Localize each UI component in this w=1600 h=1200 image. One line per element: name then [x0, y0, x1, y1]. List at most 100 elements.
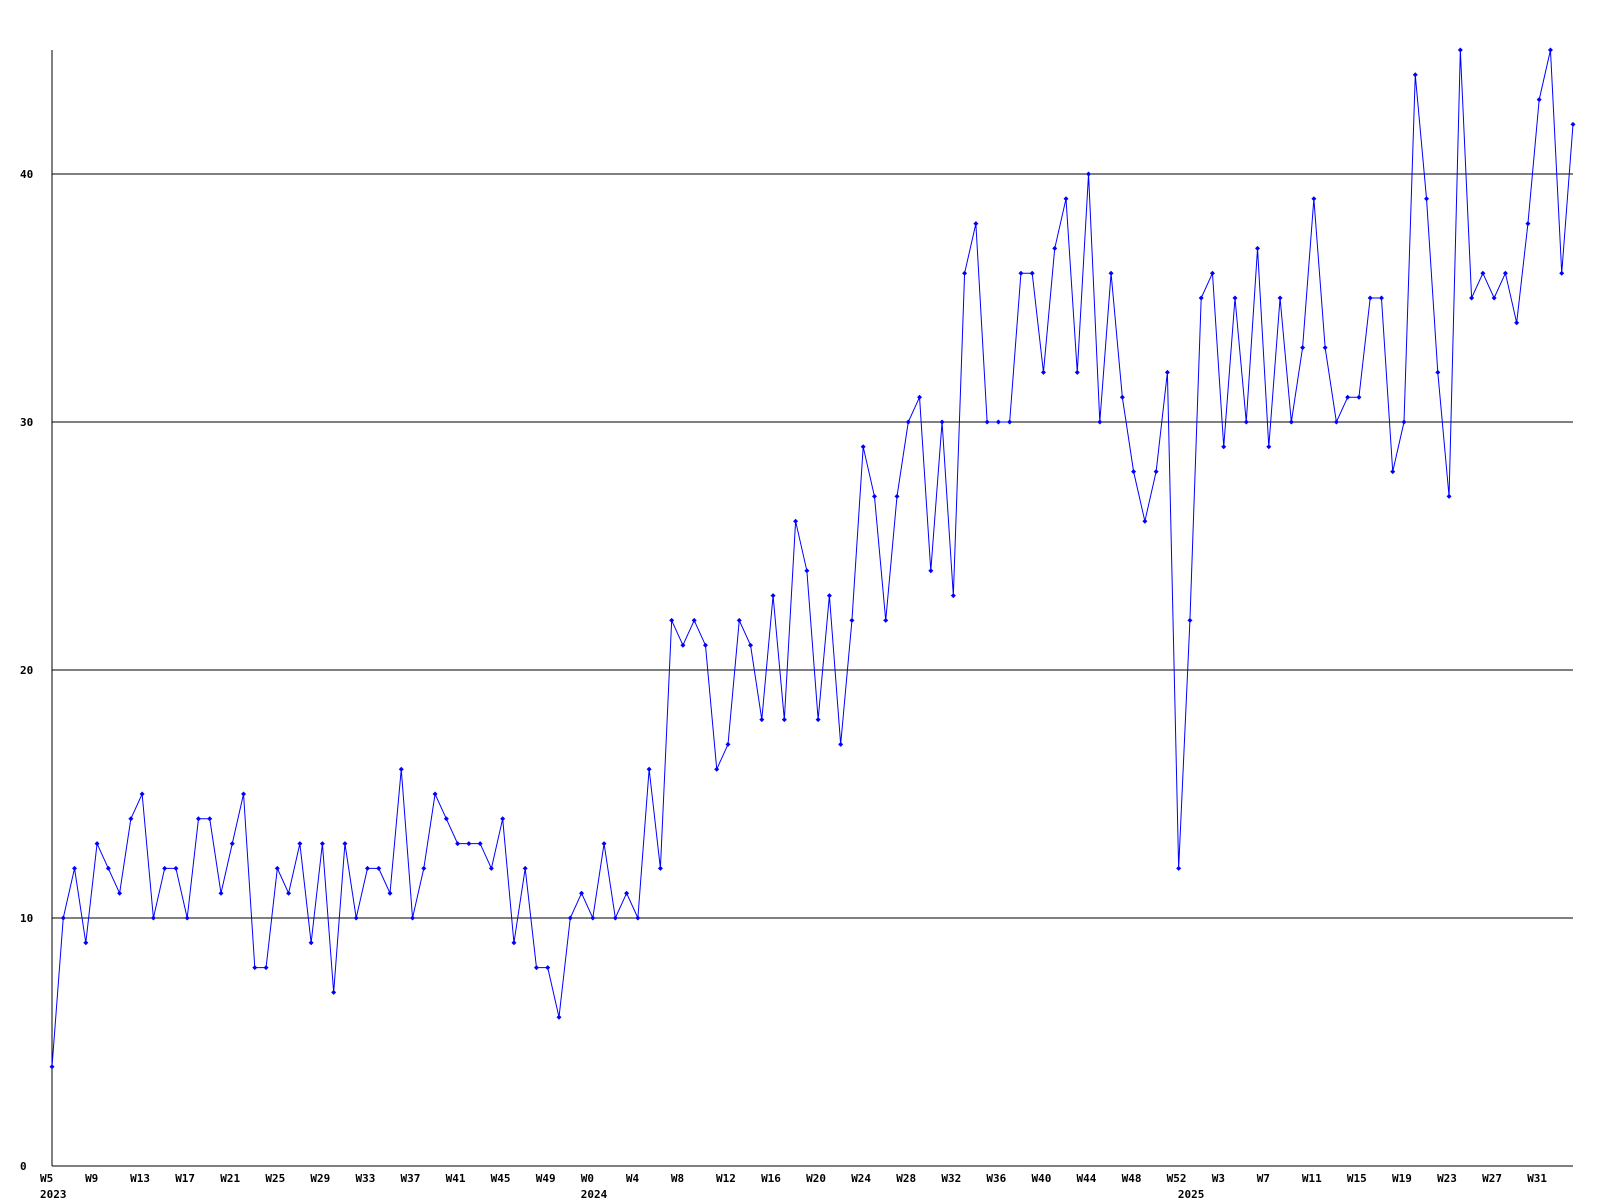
data-point — [702, 642, 708, 648]
data-point — [139, 791, 145, 797]
x-tick-label: W3 — [1212, 1172, 1225, 1185]
x-tick-label: W49 — [536, 1172, 556, 1185]
x-tick-label: W41 — [446, 1172, 466, 1185]
x-tick-label: W7 — [1257, 1172, 1270, 1185]
data-point — [1176, 865, 1182, 871]
data-point — [173, 865, 179, 871]
data-point — [545, 965, 551, 971]
data-point — [736, 617, 742, 623]
data-point — [1007, 419, 1013, 425]
data-point — [1322, 345, 1328, 351]
x-tick-label: W21 — [220, 1172, 240, 1185]
data-point — [1243, 419, 1249, 425]
data-point — [1514, 320, 1520, 326]
data-point — [331, 989, 337, 995]
data-point — [1333, 419, 1339, 425]
data-point — [1052, 245, 1058, 251]
data-point — [838, 741, 844, 747]
data-point — [973, 221, 979, 227]
x-tick-label: W31 — [1527, 1172, 1547, 1185]
x-tick-label: W9 — [85, 1172, 98, 1185]
data-point — [421, 865, 427, 871]
x-tick-label: W5 — [40, 1172, 53, 1185]
data-point — [511, 940, 517, 946]
x-tick-label: W33 — [355, 1172, 375, 1185]
data-point — [184, 915, 190, 921]
data-point — [49, 1064, 55, 1070]
x-tick-label: W27 — [1482, 1172, 1502, 1185]
data-point — [601, 841, 607, 847]
data-point — [815, 717, 821, 723]
data-point — [1345, 394, 1351, 400]
x-tick-label: W45 — [491, 1172, 511, 1185]
data-point — [1570, 121, 1576, 127]
x-tick-label: W16 — [761, 1172, 781, 1185]
data-point — [1469, 295, 1475, 301]
data-point — [1187, 617, 1193, 623]
data-point — [1457, 47, 1463, 53]
data-point — [455, 841, 461, 847]
data-point — [725, 741, 731, 747]
data-point — [590, 915, 596, 921]
data-point — [1086, 171, 1092, 177]
data-point — [984, 419, 990, 425]
data-point — [860, 444, 866, 450]
data-point — [342, 841, 348, 847]
data-point — [308, 940, 314, 946]
data-point — [1502, 270, 1508, 276]
data-point — [1435, 369, 1441, 375]
x-tick-label: W20 — [806, 1172, 826, 1185]
y-tick-label: 20 — [20, 664, 33, 677]
data-point — [714, 766, 720, 772]
data-point — [286, 890, 292, 896]
data-point — [533, 965, 539, 971]
data-line — [51, 49, 1574, 1067]
x-tick-label: W28 — [896, 1172, 916, 1185]
data-point — [1097, 419, 1103, 425]
data-point — [793, 518, 799, 524]
data-point — [567, 915, 573, 921]
x-tick-label: W12 — [716, 1172, 736, 1185]
data-point — [274, 865, 280, 871]
x-tick-label: W23 — [1437, 1172, 1457, 1185]
data-point — [94, 841, 100, 847]
data-point — [579, 890, 585, 896]
data-point — [1040, 369, 1046, 375]
data-point — [376, 865, 382, 871]
data-point — [443, 816, 449, 822]
x-tick-label: W29 — [310, 1172, 330, 1185]
data-point — [612, 915, 618, 921]
x-tick-label: W25 — [265, 1172, 285, 1185]
data-point — [1198, 295, 1204, 301]
data-point — [1029, 270, 1035, 276]
data-point — [950, 593, 956, 599]
data-point — [894, 493, 900, 499]
data-point — [105, 865, 111, 871]
data-point — [770, 593, 776, 599]
data-point — [995, 419, 1001, 425]
data-point — [128, 816, 134, 822]
x-tick-label: W40 — [1031, 1172, 1051, 1185]
data-point — [1288, 419, 1294, 425]
data-point — [1311, 196, 1317, 202]
data-point — [871, 493, 877, 499]
x-year-label: 2025 — [1178, 1188, 1205, 1200]
data-point — [432, 791, 438, 797]
data-point — [1074, 369, 1080, 375]
data-point — [1424, 196, 1430, 202]
data-point — [241, 791, 247, 797]
data-point — [1164, 369, 1170, 375]
data-point — [72, 865, 78, 871]
data-point — [1119, 394, 1125, 400]
data-point — [1018, 270, 1024, 276]
data-point — [1378, 295, 1384, 301]
data-point — [319, 841, 325, 847]
data-point — [883, 617, 889, 623]
data-point — [804, 568, 810, 574]
data-point — [624, 890, 630, 896]
data-point — [1266, 444, 1272, 450]
data-point — [500, 816, 506, 822]
x-tick-label: W8 — [671, 1172, 684, 1185]
x-tick-label: W17 — [175, 1172, 195, 1185]
data-point — [252, 965, 258, 971]
